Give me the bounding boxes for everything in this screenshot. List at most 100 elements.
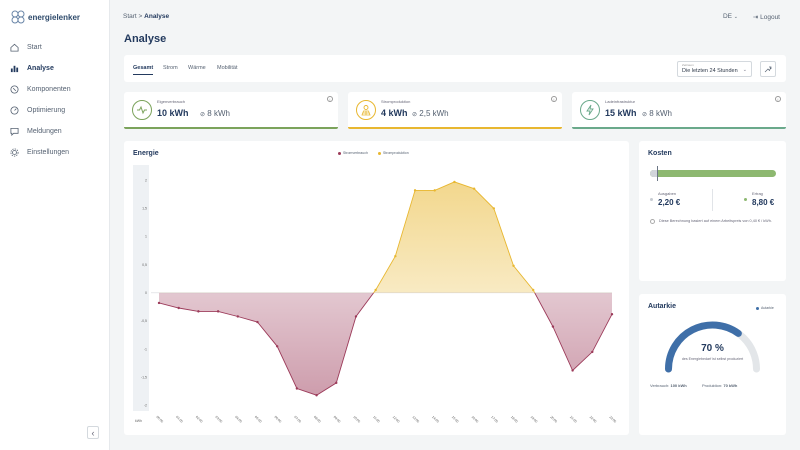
kpi-value: 15 kWh bbox=[605, 108, 637, 118]
sidebar-item-label: Einstellungen bbox=[27, 149, 70, 156]
sidebar-item-label: Komponenten bbox=[27, 86, 71, 93]
sidebar-item-start[interactable]: Start bbox=[10, 37, 71, 58]
sidebar-item-label: Optimierung bbox=[27, 107, 66, 114]
x-tick-label: 14:00 bbox=[431, 415, 440, 424]
logout-button[interactable]: ⇥ Logout bbox=[753, 13, 780, 21]
sidebar-item-einstellungen[interactable]: Einstellungen bbox=[10, 142, 71, 163]
y-tick-label: -1,5 bbox=[141, 375, 147, 379]
autarkie-title: Autarkie bbox=[648, 303, 677, 310]
sidebar-item-analyse[interactable]: Analyse bbox=[10, 58, 71, 79]
kpi-average: ⊘ 8 kWh bbox=[642, 109, 672, 118]
energy-chart-card: Energie Stromverbrauch Stromproduktion 2… bbox=[124, 141, 629, 435]
collapse-sidebar-button[interactable]: ‹ bbox=[87, 426, 99, 439]
sidebar-item-komponenten[interactable]: Komponenten bbox=[10, 79, 71, 100]
data-point[interactable] bbox=[236, 315, 239, 318]
sidebar-nav: Start Analyse Komponenten Optimierung Me… bbox=[10, 37, 71, 163]
data-point[interactable] bbox=[591, 350, 594, 354]
language-select[interactable]: DE ⌄ bbox=[723, 13, 738, 20]
data-point[interactable] bbox=[532, 288, 535, 292]
autarkie-card: Autarkie Autarkie 70 % des Energiebedarf… bbox=[639, 294, 786, 435]
chevron-down-icon: ⌄ bbox=[733, 14, 738, 20]
kpi-accent-bar bbox=[572, 127, 786, 129]
time-range-select[interactable]: Zeitraum Die letzten 24 Stunden ⌄ bbox=[677, 61, 752, 77]
average-icon: ⊘ bbox=[200, 112, 206, 118]
data-point[interactable] bbox=[610, 313, 614, 316]
x-tick-label: 23:00 bbox=[608, 415, 617, 424]
x-tick-label: 10:00 bbox=[352, 415, 361, 424]
data-point[interactable] bbox=[216, 310, 220, 313]
tab-gesamt[interactable]: Gesamt bbox=[133, 65, 154, 75]
autarkie-legend[interactable]: Autarkie bbox=[756, 306, 774, 310]
tabs-bar: Gesamt Strom Wärme Mobilität Zeitraum Di… bbox=[124, 55, 786, 82]
info-icon[interactable]: i bbox=[327, 96, 333, 102]
x-tick-label: 05:00 bbox=[254, 415, 263, 424]
x-tick-label: 18:00 bbox=[510, 415, 519, 424]
sidebar-item-label: Meldungen bbox=[27, 128, 62, 135]
breadcrumb-start[interactable]: Start bbox=[123, 13, 137, 20]
income-label: Ertrag bbox=[752, 191, 763, 196]
costs-bar-marker bbox=[657, 166, 658, 181]
data-point[interactable] bbox=[197, 310, 200, 313]
legend-item-production[interactable]: Stromproduktion bbox=[378, 151, 409, 155]
data-point[interactable] bbox=[374, 288, 377, 292]
y-axis-unit: kWh bbox=[135, 419, 142, 423]
data-point[interactable] bbox=[335, 381, 338, 385]
charging-icon bbox=[580, 100, 600, 120]
export-button[interactable] bbox=[760, 61, 776, 77]
x-tick-label: 12:00 bbox=[392, 415, 401, 424]
data-point[interactable] bbox=[512, 264, 515, 267]
data-point[interactable] bbox=[433, 189, 436, 192]
data-point[interactable] bbox=[295, 387, 299, 390]
kpi-accent-bar bbox=[124, 127, 338, 129]
production-summary: Produktion: 70 kWh bbox=[702, 383, 738, 388]
data-point[interactable] bbox=[177, 306, 180, 310]
legend-dot bbox=[378, 151, 381, 155]
sidebar-item-meldungen[interactable]: Meldungen bbox=[10, 121, 71, 142]
x-tick-label: 11:00 bbox=[372, 415, 381, 424]
autarkie-gauge bbox=[665, 321, 760, 373]
y-axis-band bbox=[133, 165, 149, 411]
data-point[interactable] bbox=[394, 255, 397, 258]
data-point[interactable] bbox=[472, 187, 476, 190]
legend-label: Stromproduktion bbox=[383, 151, 409, 155]
legend-dot bbox=[756, 306, 759, 310]
energy-chart: 2 1,5 1 0,5 0 -0,5 -1 -1,5 -2 00:00 01:00 02:00 03:… bbox=[133, 165, 617, 424]
share-icon bbox=[764, 66, 772, 73]
x-tick-label: 00:00 bbox=[155, 415, 164, 424]
logout-icon: ⇥ bbox=[752, 14, 759, 21]
costs-divider bbox=[712, 189, 713, 211]
y-tick-label: 0,5 bbox=[142, 263, 147, 267]
tab-strom[interactable]: Strom bbox=[163, 65, 178, 71]
tab-mobilitaet[interactable]: Mobilität bbox=[217, 65, 238, 71]
time-range-value: Die letzten 24 Stunden bbox=[682, 68, 738, 74]
data-point[interactable] bbox=[492, 207, 496, 210]
breadcrumb: Start > Analyse bbox=[123, 13, 169, 20]
solar-panel-icon bbox=[356, 100, 376, 120]
sidebar-item-optimierung[interactable]: Optimierung bbox=[10, 100, 71, 121]
y-tick-label: -1 bbox=[144, 347, 147, 351]
data-point[interactable] bbox=[354, 315, 358, 318]
kpi-label: Eigenverbrauch bbox=[157, 99, 186, 104]
gauge-fill bbox=[665, 321, 742, 373]
consumption-area bbox=[159, 292, 612, 396]
data-point[interactable] bbox=[453, 180, 456, 184]
data-point[interactable] bbox=[413, 189, 417, 192]
info-icon[interactable]: i bbox=[775, 96, 781, 102]
data-point[interactable] bbox=[551, 325, 555, 328]
kpi-card-eigenverbrauch: Eigenverbrauch 10 kWh ⊘ 8 kWh i bbox=[124, 92, 338, 129]
legend-label: Autarkie bbox=[761, 306, 774, 310]
data-point[interactable] bbox=[275, 345, 279, 348]
data-point[interactable] bbox=[315, 394, 318, 397]
data-point[interactable] bbox=[571, 369, 574, 372]
data-point[interactable] bbox=[157, 301, 161, 305]
autarkie-percent: 70 % bbox=[701, 343, 724, 354]
tab-waerme[interactable]: Wärme bbox=[188, 65, 206, 71]
x-tick-label: 02:00 bbox=[195, 415, 204, 424]
time-range-label: Zeitraum bbox=[682, 63, 694, 67]
legend-item-consumption[interactable]: Stromverbrauch bbox=[338, 151, 368, 155]
info-icon[interactable]: i bbox=[551, 96, 557, 102]
data-point[interactable] bbox=[256, 320, 259, 324]
x-tick-label: 19:00 bbox=[530, 415, 539, 424]
language-value: DE bbox=[722, 13, 732, 20]
brand-logo[interactable]: energielenker bbox=[11, 10, 80, 24]
